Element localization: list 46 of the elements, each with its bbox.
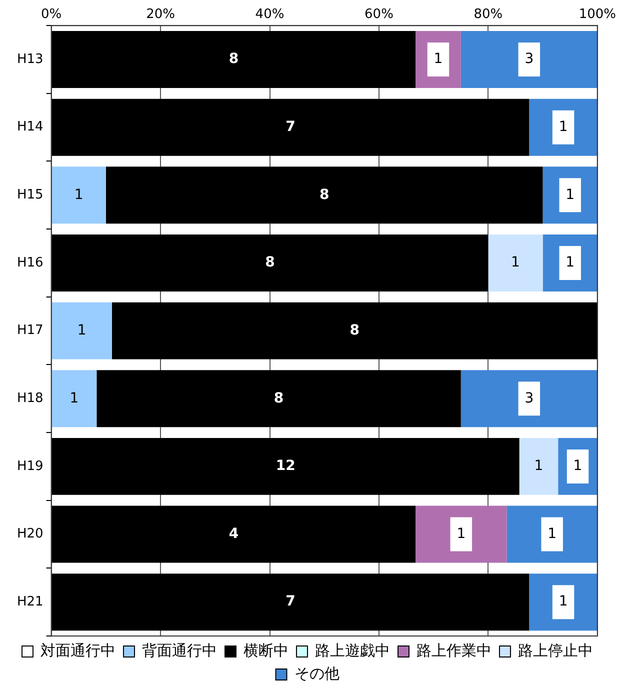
annotation: 1 [77,322,86,338]
annotation: 1 [573,458,582,474]
annotation: 8 [228,51,239,68]
annotation: 1 [534,458,544,474]
y-tick-label: H19 [16,458,44,474]
annotation: 1 [74,186,84,203]
x-tick-label: 100% [578,7,616,22]
annotation: 12 [276,458,296,474]
annotation: 7 [286,594,296,610]
legend-label: 対面通行中 [40,641,116,660]
annotation: 3 [524,51,534,68]
annotation: 7 [286,118,296,135]
annotation: 1 [558,594,568,610]
annotation: 1 [566,254,575,271]
legend-label: 路上停止中 [518,641,593,660]
y-tick-label: H17 [16,323,44,338]
annotation: 1 [456,526,466,542]
y-tick-label: H15 [16,188,44,203]
x-tick-label: 20% [146,7,175,22]
annotation: 8 [319,186,330,203]
annotation: 1 [548,526,557,542]
legend-label: 横断中 [244,641,288,660]
y-tick-label: H14 [16,120,44,135]
annotation: 4 [228,526,239,542]
y-tick-label: H20 [16,526,44,542]
legend-label: その他 [294,664,340,682]
annotation: 8 [350,322,360,338]
legend-label: 背面通行中 [142,641,217,660]
y-tick-label: H13 [16,52,44,67]
annotation: 1 [566,186,575,203]
y-tick-label: H16 [16,255,44,270]
x-tick-label: 80% [474,7,503,22]
annotation: 3 [524,390,534,406]
annotation: 8 [265,254,275,271]
annotation: 1 [434,51,443,68]
x-tick-label: 40% [255,7,284,22]
y-tick-label: H21 [16,594,44,610]
x-tick-label: 0% [41,7,62,22]
annotation: 1 [70,390,79,406]
legend-label: 路上作業中 [416,641,492,660]
annotation: 1 [511,254,520,271]
annotation: 8 [274,390,284,406]
y-tick-label: H18 [16,390,44,406]
annotation: 1 [558,118,568,135]
x-tick-label: 60% [364,7,394,22]
legend-label: 路上遊戯中 [315,641,390,660]
